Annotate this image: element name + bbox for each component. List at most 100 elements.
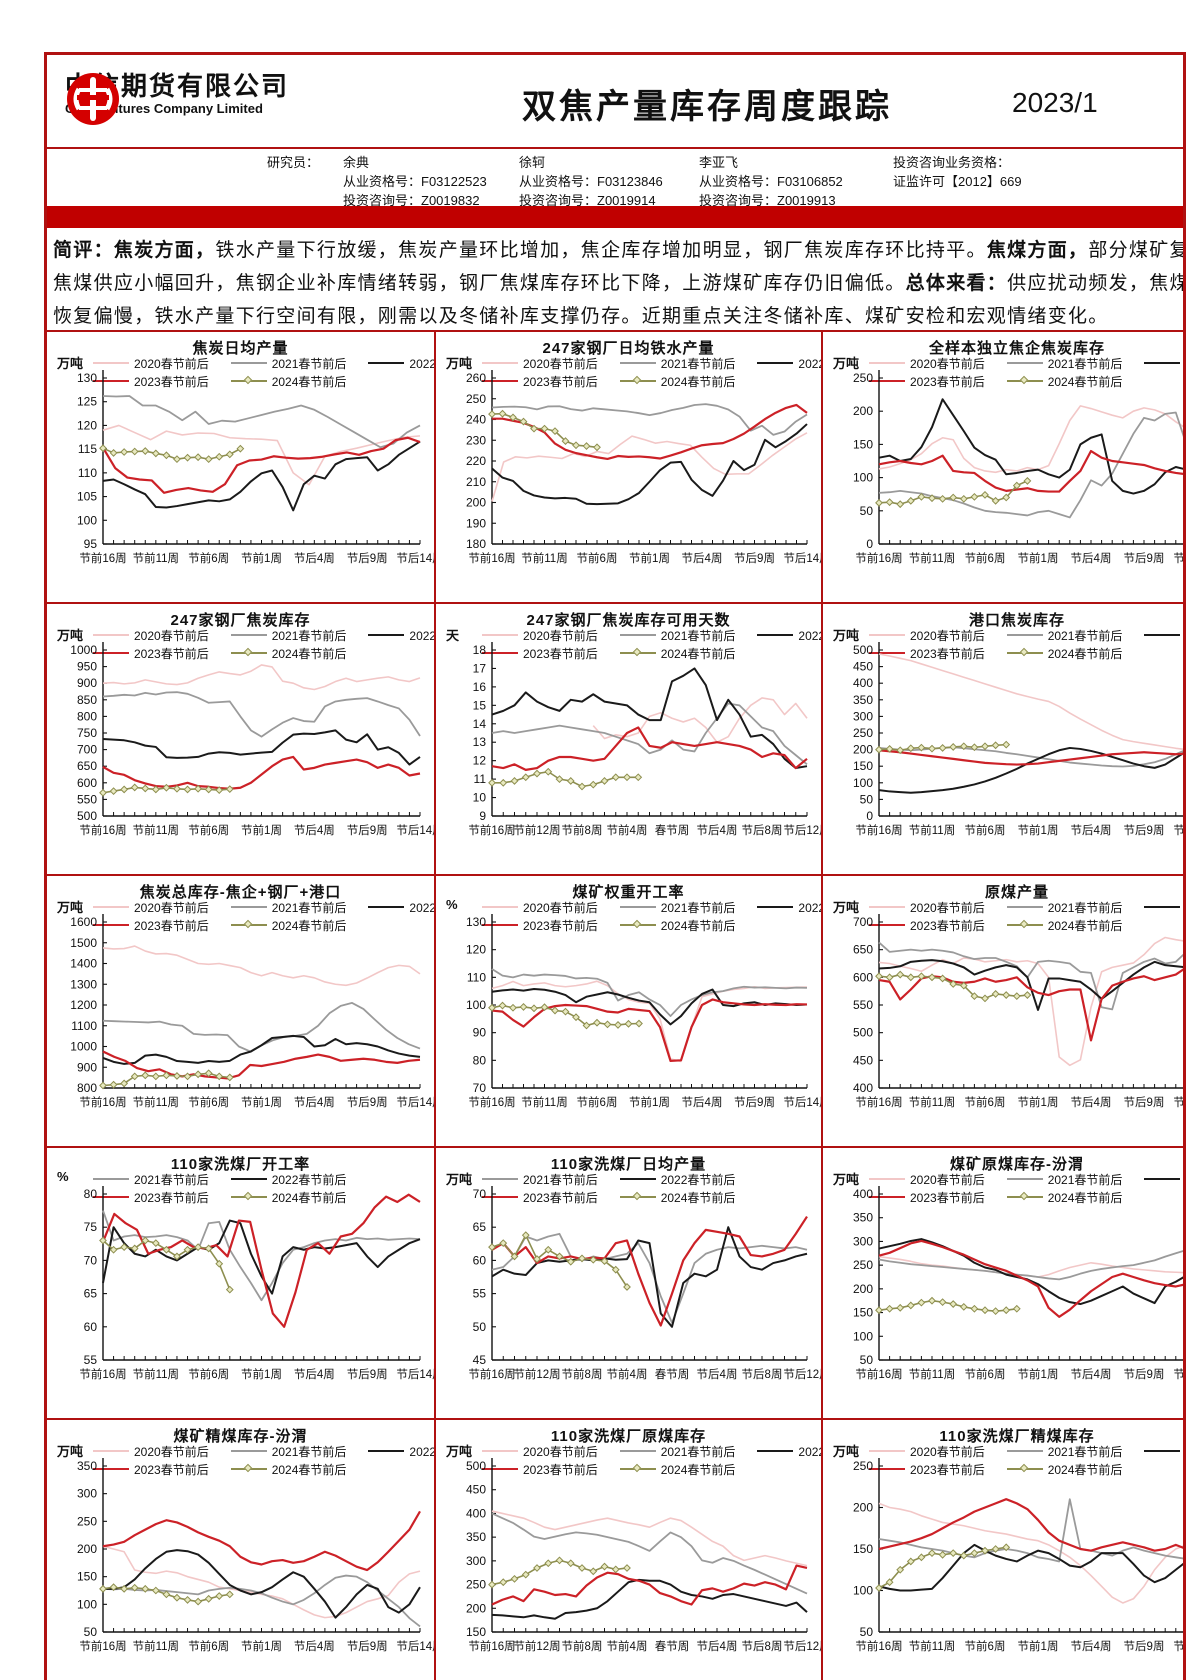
svg-text:50: 50 [860, 1353, 874, 1367]
svg-text:节前16周: 节前16周 [468, 551, 515, 565]
svg-text:节后4周: 节后4周 [697, 1640, 738, 1653]
svg-text:节前1周: 节前1周 [1018, 1095, 1059, 1109]
svg-text:750: 750 [77, 726, 97, 740]
svg-text:节前6周: 节前6周 [188, 823, 229, 837]
chart-plot: 400450500550600650700节前16周 节前11周 节前6周 节前1周节… [853, 914, 1183, 1109]
svg-text:节前4周: 节前4周 [607, 1367, 648, 1381]
legend-item: 2024春节前后 [1006, 917, 1122, 934]
svg-text:150: 150 [853, 437, 873, 451]
company-logo: 中信期货有限公司 CITIC Futures Company Limited [65, 71, 289, 125]
chart-plot: 50 100 150 200 250 节前16周 节前11周 节前6周 节前1周 节后4周 节后9周… [853, 1458, 1183, 1653]
svg-text:55: 55 [473, 1287, 487, 1301]
legend-item: 2022春节前后 [757, 627, 821, 644]
svg-text:100: 100 [853, 471, 873, 485]
svg-text:100: 100 [77, 1597, 97, 1611]
svg-text:200: 200 [466, 1601, 486, 1615]
svg-text:节前11周: 节前11周 [133, 1095, 179, 1109]
chart-title: 110家洗煤厂精煤库存 [939, 1428, 1095, 1445]
chart-plot: 55 60 65 70 75 80 节前16周 节前11周 节前6周 节前1周 节后4周 节后9周 节后… [79, 1186, 434, 1381]
svg-text:节前11周: 节前11周 [909, 551, 955, 565]
svg-text:950: 950 [77, 660, 97, 674]
svg-text:1300: 1300 [70, 977, 97, 991]
svg-text:45: 45 [473, 1353, 487, 1367]
svg-text:250: 250 [853, 1258, 873, 1272]
svg-text:12: 12 [473, 754, 487, 768]
svg-text:节前11周: 节前11周 [133, 823, 179, 837]
chart-legend: 2020春节前后 2021春节前后 2022春节前后 2023春节前后 2024春节前后 [823, 626, 1183, 662]
svg-text:400: 400 [853, 1187, 873, 1201]
legend-item: 2020春节前后 [482, 899, 598, 916]
svg-text:节前1周: 节前1周 [1018, 551, 1059, 565]
svg-text:节前16周: 节前16周 [855, 823, 902, 837]
legend-item: 2021春节前后 [482, 1171, 598, 1188]
svg-text:节前6周: 节前6周 [577, 1095, 618, 1109]
svg-text:250: 250 [77, 1514, 97, 1528]
svg-text:250: 250 [853, 1459, 873, 1473]
chart-title: 煤矿原煤库存-汾渭 [950, 1156, 1084, 1173]
legend-item: 2024春节前后 [1006, 1461, 1122, 1478]
svg-text:春节周: 春节周 [655, 1640, 690, 1653]
legend-item: 2023春节前后 [482, 373, 598, 390]
chart-cell-total-coke-inventory: 焦炭总库存-焦企+钢厂+港口 万吨 2020春节前后 2021春节前后 2022春节… [47, 876, 436, 1148]
chart-title: 煤矿权重开工率 [572, 884, 685, 901]
svg-text:200: 200 [853, 404, 873, 418]
chart-legend: 2020春节前后 2021春节前后 2022春节前后 2023春节前后 2024春节前后 [436, 898, 821, 934]
svg-text:节后9周: 节后9周 [1124, 1640, 1165, 1653]
svg-text:节后14周: 节后14周 [396, 1096, 434, 1109]
chart-cell-washery-daily-output: 110家洗煤厂日均产量 万吨 2021春节前后 2022春节前后 2023春节前后 2… [436, 1148, 823, 1420]
svg-text:节后9周: 节后9周 [1124, 824, 1165, 837]
chart-legend: 2020春节前后 2021春节前后 2022春节前后 2023春节前后 2024春节前后 [823, 898, 1183, 934]
svg-text:75: 75 [84, 1220, 98, 1234]
svg-text:节前11周: 节前11周 [521, 1095, 567, 1109]
svg-text:230: 230 [466, 433, 486, 447]
chart-unit-label: 万吨 [833, 900, 860, 915]
qualification-label: 投资咨询业务资格： [893, 155, 1011, 170]
svg-text:400: 400 [853, 1081, 873, 1095]
svg-text:节前6周: 节前6周 [188, 1639, 229, 1653]
legend-item: 2024春节前后 [619, 1189, 735, 1206]
legend-item: 2023春节前后 [869, 1189, 985, 1206]
legend-item: 2021春节前后 [1006, 899, 1122, 916]
chart-legend: 2020春节前后 2021春节前后 2022春节前后 2023春节前后 2024春节前后 [47, 626, 434, 662]
svg-text:节后4周: 节后4周 [294, 1640, 335, 1653]
svg-text:1600: 1600 [70, 915, 97, 929]
svg-text:节后14周: 节后14周 [783, 1096, 821, 1109]
legend-item: 2023春节前后 [93, 645, 209, 662]
legend-item: 2021春节前后 [230, 1443, 346, 1460]
svg-text:400: 400 [853, 676, 873, 690]
svg-text:节前11周: 节前11周 [909, 1367, 955, 1381]
svg-text:18: 18 [473, 643, 487, 657]
svg-text:9: 9 [479, 809, 486, 823]
svg-text:节后12周: 节后12周 [783, 824, 821, 837]
svg-text:节前16周: 节前16周 [79, 823, 126, 837]
legend-item: 2021春节前后 [230, 355, 346, 372]
legend-item: 2020春节前后 [93, 355, 209, 372]
legend-item: 2024春节前后 [230, 373, 346, 390]
researcher-advisory: 投资咨询号：Z0019913 [699, 193, 836, 208]
legend-item: 2020春节前后 [869, 899, 985, 916]
svg-text:100: 100 [77, 513, 97, 527]
svg-text:220: 220 [466, 454, 486, 468]
svg-text:150: 150 [853, 1306, 873, 1320]
legend-item: 2023春节前后 [93, 1189, 209, 1206]
chart-legend: 2020春节前后 2021春节前后 2022春节前后 2023春节前后 2024春节前后 [823, 1442, 1183, 1478]
researcher-cert: 从业资格号：F03122523 [343, 174, 487, 189]
svg-text:14: 14 [473, 717, 487, 731]
chart-plot: 8009001000110012001300140015001600节前16周节… [70, 914, 434, 1109]
legend-item: 2023春节前后 [869, 917, 985, 934]
svg-text:60: 60 [473, 1253, 487, 1267]
svg-text:11: 11 [474, 772, 487, 786]
legend-item: 2024春节前后 [619, 1461, 735, 1478]
svg-text:600: 600 [77, 776, 97, 790]
chart-cell-coke-daily-output: 焦炭日均产量 万吨 2020春节前后 2021春节前后 2022春节前后 2023春节… [47, 332, 436, 604]
svg-text:节后12周: 节后12周 [783, 1640, 821, 1653]
svg-text:70: 70 [84, 1253, 98, 1267]
chart-cell-mine-clean-coal-inventory: 煤矿精煤库存-汾渭 万吨 2020春节前后2021春节前后2022春节前后202… [47, 1420, 436, 1680]
svg-text:节前4周: 节前4周 [607, 1639, 648, 1653]
svg-text:节后14周: 节后14周 [1173, 1640, 1183, 1653]
svg-text:700: 700 [77, 743, 97, 757]
legend-item: 2021春节前后 [230, 899, 346, 916]
svg-text:节前6周: 节前6周 [188, 551, 229, 565]
svg-text:节前1周: 节前1周 [1018, 1367, 1059, 1381]
